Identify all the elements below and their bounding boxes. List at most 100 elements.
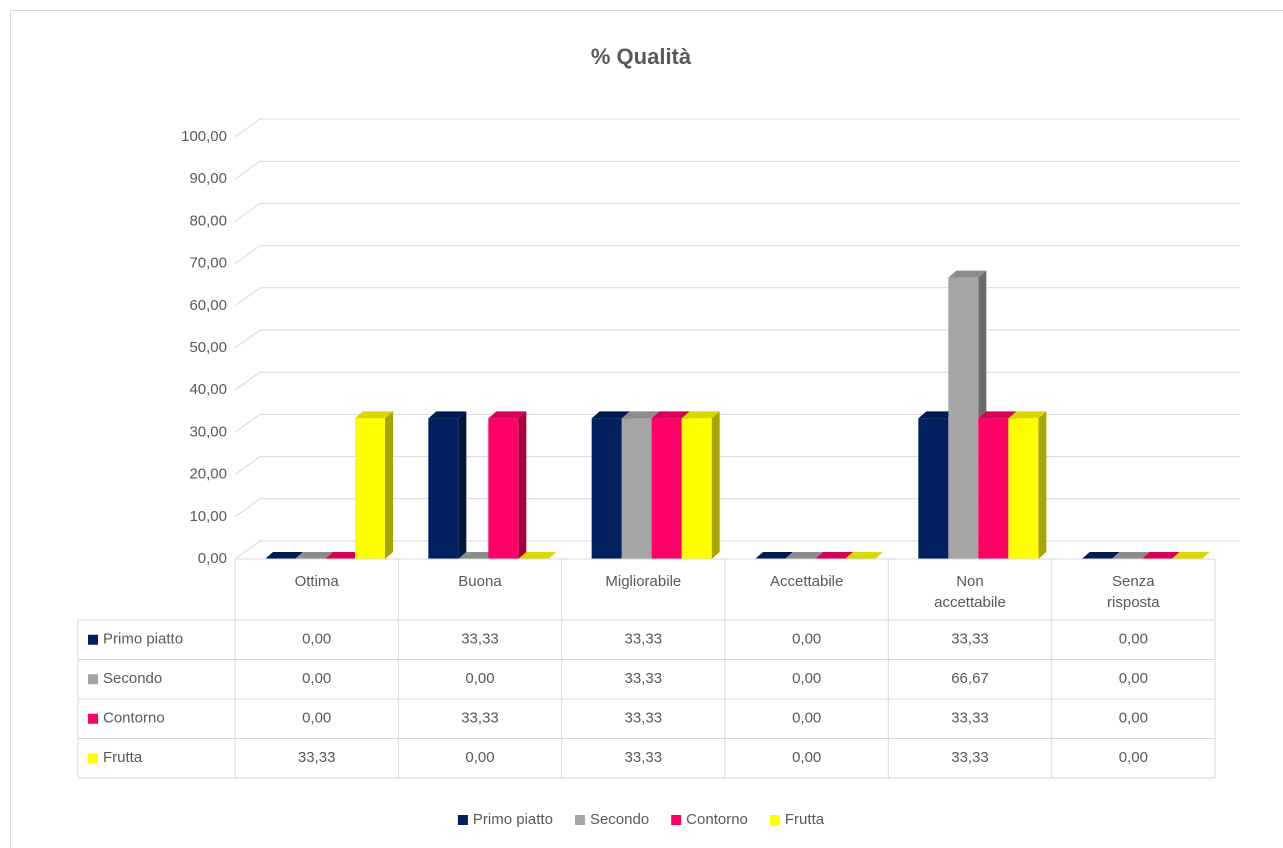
legend: Primo piatto Secondo Contorno Frutta — [457, 811, 825, 828]
grid-line — [234, 413, 1240, 433]
y-tick-label: 50,00 — [189, 339, 227, 356]
grid-line — [234, 202, 1240, 222]
table-value: 33,33 — [298, 749, 336, 766]
y-tick-label: 60,00 — [189, 297, 227, 314]
bar-top — [918, 411, 957, 419]
bar-top — [458, 552, 497, 559]
table-value: 0,00 — [465, 749, 494, 766]
y-tick-label: 0,00 — [198, 550, 227, 567]
table-value: 0,00 — [302, 631, 331, 648]
legend-label: Secondo — [590, 811, 649, 828]
grid-line — [234, 287, 1240, 307]
x-tick-label: Senza risposta — [1107, 573, 1160, 611]
bar — [621, 418, 652, 559]
table-series-name: Contorno — [103, 710, 165, 727]
bar — [428, 418, 459, 559]
bar-top — [681, 411, 720, 419]
bar-top — [1008, 411, 1047, 419]
legend-label: Contorno — [686, 811, 748, 828]
bar-top — [948, 270, 987, 278]
category-cell: Ottima — [294, 573, 339, 590]
bar-top — [428, 411, 467, 419]
x-tick-label: Ottima — [294, 573, 339, 590]
grid-line — [234, 498, 1240, 518]
bar — [488, 418, 519, 559]
bar-top — [265, 552, 303, 559]
table-value: 33,33 — [625, 631, 663, 648]
chart-title: % Qualità — [591, 44, 692, 69]
table-value: 33,33 — [625, 710, 663, 727]
grid-line — [234, 160, 1240, 180]
table-value: 0,00 — [465, 670, 494, 687]
table-legend-key — [88, 713, 98, 724]
grid-line — [234, 118, 1240, 138]
bar-top — [591, 411, 630, 419]
table-value: 33,33 — [625, 670, 663, 687]
bar-side — [458, 411, 467, 559]
bar — [355, 418, 385, 559]
table-value: 33,33 — [461, 710, 499, 727]
grid-line — [234, 540, 1240, 560]
bar-top — [845, 552, 883, 559]
bar-top — [1081, 552, 1120, 559]
y-tick-label: 20,00 — [189, 466, 227, 483]
y-tick-label: 70,00 — [189, 255, 227, 272]
table-value: 0,00 — [302, 670, 331, 687]
table-legend-key — [88, 674, 98, 685]
bar — [978, 418, 1009, 559]
grid-line — [234, 329, 1240, 349]
bar-top — [518, 552, 557, 559]
category-cell: Migliorabile — [605, 573, 682, 590]
category-cell: Non accettabile — [934, 573, 1006, 611]
table-value: 0,00 — [792, 670, 821, 687]
table-value: 0,00 — [1119, 631, 1148, 648]
legend-key — [574, 815, 585, 825]
bar-side — [385, 411, 393, 559]
grid-line — [234, 245, 1240, 265]
bar-side — [518, 411, 527, 559]
y-tick-label: 90,00 — [189, 170, 227, 187]
bar-top — [815, 552, 853, 559]
bar-top — [978, 411, 1017, 419]
bar-top — [1141, 552, 1180, 559]
bar — [681, 418, 712, 559]
y-tick-label: 40,00 — [189, 381, 227, 398]
bar — [948, 277, 979, 559]
category-cell: Buona — [458, 573, 501, 590]
x-tick-label: Migliorabile — [605, 573, 682, 590]
table-value: 33,33 — [951, 631, 989, 648]
table-value: 0,00 — [1119, 670, 1148, 687]
table-value: 33,33 — [951, 749, 989, 766]
bar-top — [1111, 552, 1150, 559]
table-series-name: Secondo — [103, 670, 162, 687]
table-value: 0,00 — [792, 710, 821, 727]
grid-line — [234, 456, 1240, 476]
bar — [651, 418, 682, 559]
bar — [918, 418, 949, 559]
table-value: 33,33 — [625, 749, 663, 766]
category-cell: Senza risposta — [1107, 573, 1160, 611]
table-value: 0,00 — [792, 631, 821, 648]
x-tick-label: Non accettabile — [934, 573, 1006, 611]
legend-key — [671, 815, 682, 825]
x-tick-label: Accettabile — [769, 573, 844, 590]
table-value: 33,33 — [951, 710, 989, 727]
bar-side — [1038, 411, 1047, 559]
bar-top — [295, 552, 333, 559]
bar — [591, 418, 622, 559]
y-tick-label: 30,00 — [189, 423, 227, 440]
table-value: 0,00 — [1119, 749, 1148, 766]
grid-line — [234, 371, 1240, 391]
table-value: 33,33 — [461, 631, 499, 648]
table-value: 0,00 — [792, 749, 821, 766]
bar-top — [785, 552, 823, 559]
bar — [1008, 418, 1039, 559]
category-cell: Accettabile — [769, 573, 844, 590]
table-series-name: Primo piatto — [103, 631, 183, 648]
legend-key — [769, 815, 780, 825]
legend-key — [457, 815, 468, 825]
table-value: 0,00 — [1119, 710, 1148, 727]
table-series-name: Frutta — [103, 749, 143, 766]
bar-top — [621, 411, 660, 419]
